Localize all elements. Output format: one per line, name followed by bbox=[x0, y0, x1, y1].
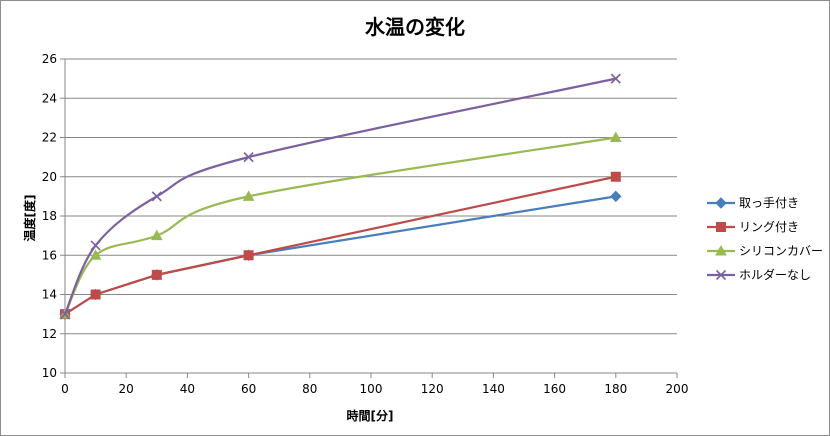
legend-label: シリコンカバー bbox=[739, 244, 823, 258]
legend-swatch-marker bbox=[716, 222, 726, 232]
x-tick-label: 60 bbox=[241, 382, 256, 396]
x-tick-label: 140 bbox=[482, 382, 505, 396]
data-point bbox=[89, 249, 102, 260]
y-tick-label: 16 bbox=[42, 248, 57, 262]
series-4 bbox=[59, 73, 621, 320]
legend-swatch-marker bbox=[715, 269, 727, 281]
x-tick-label: 120 bbox=[421, 382, 444, 396]
y-tick-label: 18 bbox=[42, 209, 57, 223]
y-tick-label: 24 bbox=[42, 91, 57, 105]
y-tick-label: 26 bbox=[42, 52, 57, 66]
x-axis-title: 時間[分] bbox=[347, 408, 394, 423]
x-tick-label: 40 bbox=[180, 382, 195, 396]
x-tick-label: 160 bbox=[543, 382, 566, 396]
marker-stroke bbox=[59, 309, 71, 320]
legend-item-4: ホルダーなし bbox=[707, 267, 811, 282]
data-point bbox=[243, 152, 254, 163]
legend-item-1: 取っ手付き bbox=[707, 196, 799, 210]
series-line bbox=[64, 136, 616, 315]
data-point bbox=[150, 229, 163, 241]
legend-swatch-marker bbox=[715, 244, 727, 256]
y-tick-label: 10 bbox=[42, 366, 57, 380]
legend-item-2: リング付き bbox=[707, 220, 799, 234]
y-tick-label: 22 bbox=[42, 131, 57, 145]
axes: 10 12 14 16 18 20 22 24 26 0 20 40 60 80 100 120 140 160 1… bbox=[42, 52, 689, 396]
chart-title: 水温の変化 bbox=[365, 15, 465, 39]
data-point bbox=[151, 269, 162, 280]
x-tick-label: 0 bbox=[61, 382, 69, 396]
y-tick-label: 12 bbox=[42, 327, 57, 341]
series-2 bbox=[60, 171, 621, 320]
y-tick-label: 14 bbox=[42, 288, 57, 302]
x-tick-label: 200 bbox=[666, 382, 689, 396]
marker-stroke bbox=[151, 191, 162, 202]
legend-label: ホルダーなし bbox=[739, 267, 811, 282]
data-series bbox=[59, 73, 622, 320]
y-axis-title: 温度[度] bbox=[22, 195, 37, 242]
series-3 bbox=[59, 131, 622, 319]
legend-label: リング付き bbox=[739, 220, 799, 234]
legend-item-3: シリコンカバー bbox=[707, 244, 823, 258]
data-point bbox=[90, 240, 101, 251]
data-point bbox=[151, 191, 162, 202]
data-point bbox=[242, 190, 255, 201]
data-point bbox=[59, 309, 71, 320]
data-point bbox=[610, 73, 621, 84]
x-tick-label: 100 bbox=[360, 382, 383, 396]
marker-stroke bbox=[610, 73, 621, 84]
x-tick-label: 80 bbox=[302, 382, 317, 396]
data-point bbox=[610, 190, 622, 203]
data-point bbox=[90, 289, 101, 300]
marker-stroke bbox=[90, 240, 101, 251]
data-point bbox=[609, 131, 622, 142]
x-tick-label: 20 bbox=[119, 382, 134, 396]
gridlines bbox=[65, 58, 677, 335]
data-point bbox=[610, 171, 621, 182]
y-tick-label: 20 bbox=[42, 170, 57, 184]
marker-stroke bbox=[715, 269, 727, 281]
marker-stroke bbox=[243, 152, 254, 163]
data-point bbox=[243, 250, 254, 261]
x-tick-label: 180 bbox=[604, 382, 627, 396]
legend-swatch-marker bbox=[715, 197, 727, 209]
legend-label: 取っ手付き bbox=[739, 196, 799, 210]
series-line bbox=[64, 175, 617, 316]
